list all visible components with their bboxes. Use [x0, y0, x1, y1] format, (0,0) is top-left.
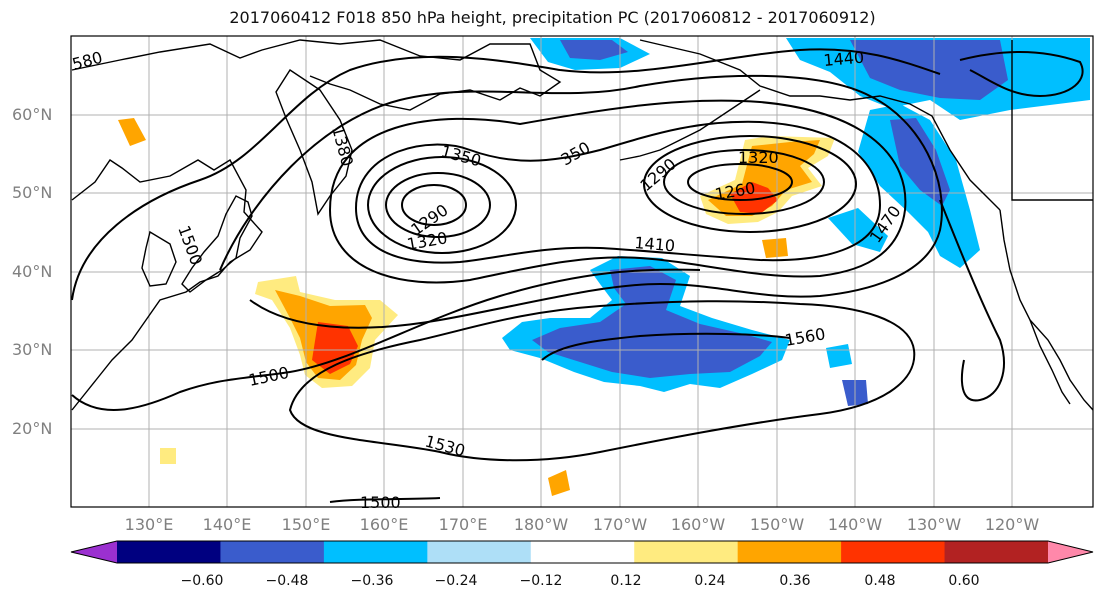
contour-1410 — [328, 99, 907, 284]
lon-label-140e: 140°E — [202, 515, 252, 534]
contour-label: 580 — [70, 48, 104, 74]
coast-alaska — [639, 39, 1001, 211]
lon-label-130e: 130°E — [124, 515, 174, 534]
colorbar-tick: 0.48 — [864, 573, 896, 589]
lat-label-60n: 60°N — [12, 105, 53, 124]
lon-label-120w: 120°W — [984, 515, 1040, 534]
contour-low-east-3 — [643, 135, 857, 233]
colorbar-outline — [70, 540, 1094, 564]
precip-negative-bering-core — [560, 40, 628, 60]
height-contours — [71, 48, 1084, 503]
contour-label: 1350 — [439, 142, 483, 171]
lon-label-130w: 130°W — [906, 515, 962, 534]
contour-low-east-2 — [663, 149, 825, 215]
coast-namerica — [999, 209, 1094, 411]
lat-label-50n: 50°N — [12, 183, 53, 202]
lon-label-150e: 150°E — [281, 515, 331, 534]
precip-positive-goa-peak — [730, 182, 778, 214]
contour-label: 1500 — [360, 493, 401, 512]
contour-label: 350 — [558, 138, 594, 170]
precip-fills — [118, 38, 1090, 496]
contour-1560 — [541, 332, 791, 361]
colorbar-extend-min — [71, 541, 117, 563]
contour-label: 1440 — [823, 48, 865, 70]
lon-label-160w: 160°W — [670, 515, 726, 534]
contour-low-east-inner — [687, 163, 793, 201]
precip-negative-arc — [828, 208, 888, 252]
contour-low-west-2 — [385, 172, 491, 238]
contour-1530 — [288, 300, 916, 462]
colorbar-segment — [117, 541, 221, 563]
contour-label: 1560 — [783, 324, 826, 350]
precip-negative-small2 — [826, 344, 852, 368]
colorbar-segment — [841, 541, 946, 563]
coast-greatlakes — [1011, 40, 1093, 201]
colorbar-tick: −0.24 — [434, 573, 478, 589]
lon-label-170w: 170°W — [592, 515, 648, 534]
colorbar-tick: −0.48 — [265, 573, 309, 589]
map-frame — [70, 35, 1094, 508]
precip-negative-coast-core — [890, 118, 950, 206]
coast-japan — [181, 195, 253, 293]
lon-label-160e: 160°E — [359, 515, 409, 534]
colorbar-segment — [634, 541, 739, 563]
colorbar-extend-max — [1048, 541, 1093, 563]
colorbar-tick: −0.60 — [180, 573, 224, 589]
contour-label: 1500 — [247, 363, 291, 390]
contour-coast — [959, 51, 1084, 98]
coast-siberia — [71, 39, 562, 111]
contour-1500-high — [71, 48, 941, 301]
colorbar-segment — [427, 541, 532, 563]
lat-label-20n: 20°N — [12, 419, 53, 438]
lon-label-140w: 140°W — [827, 515, 883, 534]
contour-label: 1320 — [738, 148, 779, 167]
colorbar-tick: 0.12 — [610, 573, 642, 589]
contour-1500-low — [71, 268, 701, 411]
colorbar-segment — [323, 541, 428, 563]
contour-label: 1410 — [634, 233, 676, 255]
contour-label: 1530 — [423, 432, 467, 461]
colorbar — [70, 540, 1094, 564]
colorbar-segment — [220, 541, 325, 563]
contour-label: 1500 — [174, 223, 206, 268]
lon-label-150w: 150°W — [749, 515, 805, 534]
colorbar-tick: −0.12 — [519, 573, 563, 589]
precip-positive-dot — [160, 448, 176, 464]
map-title: 2017060412 F018 850 hPa height, precipit… — [229, 8, 876, 27]
coast-korea — [141, 230, 177, 287]
coast-alaska-peninsula — [619, 89, 761, 161]
coast-kamchatka — [275, 69, 353, 216]
colorbar-tick: −0.36 — [350, 573, 394, 589]
contour-1500-east — [939, 199, 1005, 402]
contour-low-west-3 — [367, 156, 517, 254]
coast-asia — [71, 159, 263, 411]
precip-positive-south — [548, 470, 570, 496]
contour-1350-west — [354, 120, 882, 264]
colorbar-segment — [530, 541, 635, 563]
colorbar-tick: 0.60 — [948, 573, 980, 589]
colorbar-tick: 0.36 — [779, 573, 811, 589]
lon-label-170e: 170°E — [438, 515, 488, 534]
colorbar-tick: 0.24 — [694, 573, 726, 589]
coast-baja — [1029, 319, 1071, 405]
precip-positive-small — [762, 238, 788, 258]
lat-label-30n: 30°N — [12, 340, 53, 359]
map-gridlines — [71, 36, 1093, 507]
contour-labels: 1440 1350 1290 1320 350 1290 1320 1260 1… — [70, 48, 905, 512]
colorbar-segment — [737, 541, 842, 563]
contour-1500-bottom — [329, 497, 441, 503]
precip-positive-kamchatka — [118, 118, 146, 146]
colorbar-segment — [944, 541, 1049, 563]
lon-label-180w: 180°W — [513, 515, 569, 534]
contour-label: 1380 — [328, 124, 357, 168]
lat-label-40n: 40°N — [12, 262, 53, 281]
coastlines — [71, 39, 1094, 411]
contour-low-west-inner — [401, 184, 467, 226]
